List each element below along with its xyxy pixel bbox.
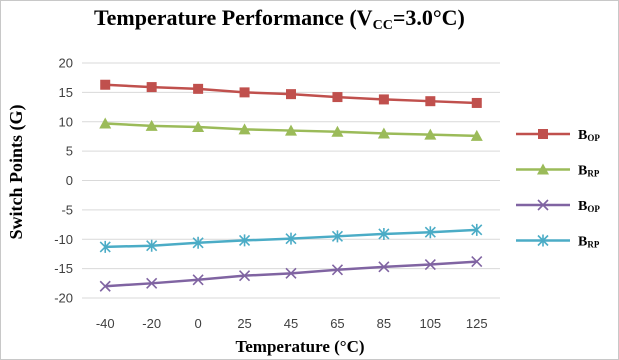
data-point <box>425 96 436 107</box>
data-point <box>239 87 250 98</box>
y-tick-label: 10 <box>59 114 73 129</box>
data-point <box>146 239 158 252</box>
data-point <box>471 256 483 268</box>
data-point <box>378 261 390 273</box>
y-tick-label: 5 <box>66 144 73 159</box>
data-point <box>192 236 204 249</box>
x-tick-label: 65 <box>330 316 344 331</box>
x-tick-label: -40 <box>96 316 115 331</box>
data-point <box>424 258 436 271</box>
data-point <box>378 94 389 105</box>
y-tick-label: -15 <box>54 261 73 276</box>
y-tick-label: -10 <box>54 232 73 247</box>
data-point <box>285 124 297 136</box>
legend-swatch-marker <box>537 234 549 247</box>
data-point <box>146 277 158 289</box>
data-point <box>424 128 437 140</box>
data-point <box>238 123 251 135</box>
data-point <box>286 89 296 100</box>
data-point <box>424 226 436 239</box>
y-tick-label: -5 <box>61 202 73 217</box>
data-point <box>193 83 204 94</box>
x-tick-label: 0 <box>194 316 201 331</box>
data-point <box>331 230 344 243</box>
x-tick-label: 25 <box>237 316 251 331</box>
y-tick-label: 0 <box>66 173 73 188</box>
data-point <box>99 117 112 129</box>
data-point <box>99 280 111 292</box>
data-point <box>192 274 204 286</box>
data-point <box>331 125 344 137</box>
data-point <box>377 127 390 139</box>
data-point <box>192 121 205 133</box>
data-point <box>471 223 483 236</box>
x-tick-label: 105 <box>419 316 441 331</box>
legend-label: BOP <box>578 199 600 214</box>
data-point <box>285 267 297 279</box>
legend-label: BRP <box>578 235 600 250</box>
data-point <box>145 119 158 131</box>
chart-title: Temperature Performance (VCC=3.0°C) <box>94 5 534 34</box>
legend-label: BOP <box>578 128 600 143</box>
x-tick-label: 85 <box>377 316 391 331</box>
legend-label: BRP <box>578 164 600 179</box>
y-tick-label: 15 <box>59 85 73 100</box>
chart-title-prefix: Temperature Performance (V <box>94 5 373 30</box>
data-point <box>331 264 344 276</box>
data-point <box>378 227 390 240</box>
y-tick-label: -20 <box>54 291 73 306</box>
legend-swatch-marker <box>537 199 549 211</box>
chart-title-suffix: =3.0°C) <box>392 5 465 30</box>
data-point <box>332 92 343 103</box>
data-point <box>285 232 297 245</box>
x-tick-label: 125 <box>466 316 488 331</box>
x-axis-label: Temperature (°C) <box>235 337 365 356</box>
chart-title-subscript: CC <box>372 18 393 33</box>
data-point <box>99 240 111 253</box>
y-tick-label: 20 <box>59 56 73 71</box>
data-point <box>470 129 483 141</box>
legend-swatch-marker <box>537 163 549 175</box>
x-tick-label: 45 <box>284 316 298 331</box>
data-point <box>100 79 111 90</box>
data-point <box>471 97 482 108</box>
data-point <box>238 270 251 282</box>
x-tick-label: -20 <box>142 316 161 331</box>
legend-swatch-marker <box>538 129 548 139</box>
data-point <box>238 234 251 247</box>
data-point <box>146 82 157 93</box>
